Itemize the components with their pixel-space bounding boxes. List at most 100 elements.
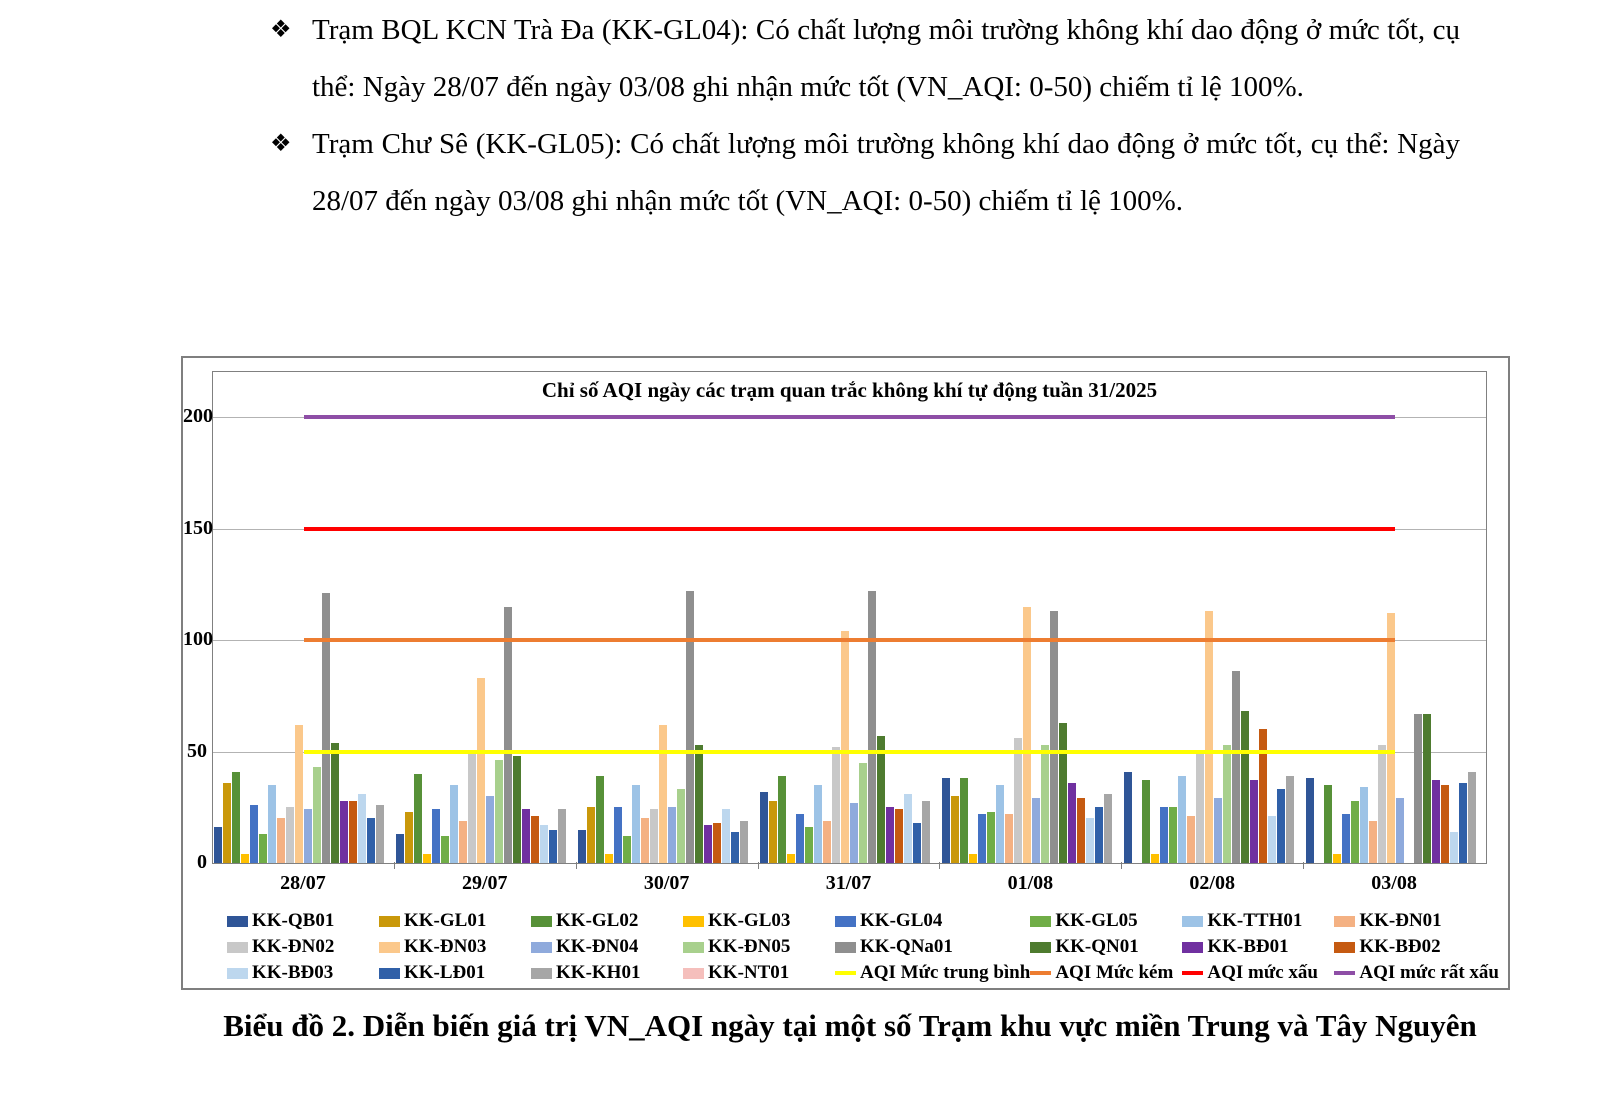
legend-swatch-icon (1030, 971, 1052, 975)
bar-KK-KH01-01/08 (1103, 794, 1112, 863)
bar-KK-ĐN04-02/08 (1213, 798, 1222, 863)
bar-KK-BĐ02-02/08 (1258, 729, 1267, 863)
bar-KK-KH01-03/08 (1467, 772, 1476, 863)
bar-KK-ĐN03-03/08 (1386, 613, 1395, 863)
legend-item-KK-GL01: KK-GL01 (379, 910, 531, 932)
bar-KK-ĐN05-30/07 (677, 789, 686, 863)
bar-KK-BĐ03-28/07 (358, 794, 367, 863)
bar-KK-BĐ01-03/08 (1431, 780, 1440, 863)
legend-label: AQI Mức trung bình (860, 962, 1031, 983)
legend-label: KK-GL03 (708, 910, 791, 931)
bar-KK-ĐN04-29/07 (486, 796, 495, 863)
body-text: ❖ Trạm BQL KCN Trà Đa (KK-GL04): Có chất… (270, 2, 1460, 230)
bar-KK-ĐN02-30/07 (650, 809, 659, 863)
bar-KK-QN01-03/08 (1422, 714, 1431, 863)
bar-KK-QNa01-30/07 (686, 591, 695, 863)
bar-KK-ĐN04-30/07 (668, 807, 677, 863)
legend-item-KK-BĐ03: KK-BĐ03 (227, 962, 379, 984)
bar-KK-BĐ02-28/07 (349, 801, 358, 863)
bar-KK-ĐN04-03/08 (1395, 798, 1404, 863)
bar-KK-LĐ01-29/07 (549, 830, 558, 863)
bar-KK-ĐN05-01/08 (1040, 745, 1049, 863)
x-axis-tick (393, 862, 395, 869)
legend-label: KK-BĐ01 (1207, 936, 1289, 957)
bar-group-31/07 (759, 372, 941, 863)
bar-KK-KH01-28/07 (376, 805, 385, 863)
x-axis-label: 29/07 (461, 872, 508, 894)
bar-KK-QNa01-29/07 (504, 607, 513, 863)
legend-item-KK-GL02: KK-GL02 (531, 910, 683, 932)
legend-item-AQI mức xấu: AQI mức xấu (1182, 962, 1334, 984)
bar-KK-GL03-30/07 (605, 854, 614, 863)
bar-KK-ĐN05-29/07 (495, 760, 504, 863)
legend-swatch-icon (227, 941, 248, 953)
bar-KK-QB01-01/08 (941, 778, 950, 863)
legend-swatch-icon (379, 967, 400, 979)
bar-KK-QN01-29/07 (513, 756, 522, 863)
legend-item-KK-BĐ02: KK-BĐ02 (1334, 936, 1499, 958)
bar-KK-QB01-28/07 (214, 827, 223, 863)
legend-label: KK-QB01 (252, 910, 335, 931)
legend-label: KK-ĐN05 (708, 936, 791, 957)
bar-KK-BĐ01-30/07 (704, 825, 713, 863)
bar-KK-GL03-31/07 (786, 854, 795, 863)
legend-label: KK-ĐN02 (252, 936, 335, 957)
y-axis-label: 100 (183, 628, 213, 650)
legend-item-KK-TTH01: KK-TTH01 (1182, 910, 1334, 932)
bar-KK-ĐN01-28/07 (277, 818, 286, 863)
legend-item-KK-ĐN05: KK-ĐN05 (683, 936, 835, 958)
threshold-line-200 (303, 415, 1396, 419)
bar-group-03/08 (1304, 372, 1486, 863)
bar-KK-ĐN03-28/07 (295, 725, 304, 863)
bar-KK-QB01-03/08 (1305, 778, 1314, 863)
bar-KK-BĐ03-01/08 (1085, 818, 1094, 863)
bullet-text: Trạm Chư Sê (KK-GL05): Có chất lượng môi… (312, 128, 1460, 217)
legend-swatch-icon (835, 941, 857, 953)
x-axis-tick (575, 862, 577, 869)
bar-KK-GL01-28/07 (223, 783, 232, 863)
bar-KK-LĐ01-03/08 (1458, 783, 1467, 863)
bar-KK-GL01-29/07 (405, 812, 414, 863)
legend-swatch-icon (227, 915, 248, 927)
legend-swatch-icon (379, 915, 400, 927)
legend-item-KK-GL03: KK-GL03 (683, 910, 835, 932)
bar-KK-LĐ01-01/08 (1094, 807, 1103, 863)
bar-KK-ĐN01-31/07 (822, 821, 831, 863)
x-axis-label: 03/08 (1371, 872, 1417, 894)
bar-KK-QB01-02/08 (1123, 772, 1132, 863)
diamond-bullet-icon: ❖ (270, 17, 292, 43)
bar-KK-ĐN05-31/07 (858, 763, 867, 863)
legend-swatch-icon (531, 941, 553, 953)
bar-KK-TTH01-31/07 (813, 785, 822, 863)
legend-item-KK-ĐN04: KK-ĐN04 (531, 936, 683, 958)
aqi-bar-chart: Chỉ số AQI ngày các trạm quan trắc không… (181, 356, 1510, 990)
bullet-item-kk-gl04: ❖ Trạm BQL KCN Trà Đa (KK-GL04): Có chất… (270, 2, 1460, 116)
legend-swatch-icon (531, 915, 553, 927)
legend-label: AQI Mức kém (1055, 962, 1174, 983)
bar-KK-GL04-01/08 (977, 814, 986, 863)
bar-KK-LĐ01-31/07 (912, 823, 921, 863)
legend-swatch-icon (1182, 941, 1204, 953)
bar-KK-ĐN03-02/08 (1204, 611, 1213, 863)
legend-item-KK-QB01: KK-QB01 (227, 910, 379, 932)
x-axis-label: 31/07 (825, 872, 872, 894)
x-axis-tick (1121, 862, 1123, 869)
bar-group-28/07 (213, 372, 395, 863)
bar-KK-GL02-03/08 (1323, 785, 1332, 863)
bar-KK-GL02-30/07 (596, 776, 605, 863)
bar-KK-KH01-30/07 (740, 821, 749, 863)
legend-swatch-icon (683, 967, 705, 979)
legend-label: KK-GL02 (556, 910, 639, 931)
bar-KK-QB01-30/07 (578, 830, 587, 863)
threshold-line-150 (303, 526, 1396, 531)
legend-label: KK-QNa01 (860, 936, 953, 957)
bar-KK-GL05-30/07 (623, 836, 632, 863)
legend-item-AQI mức rất xấu: AQI mức rất xấu (1334, 962, 1499, 984)
bar-KK-GL03-29/07 (423, 854, 432, 863)
legend-swatch-icon (835, 971, 857, 975)
bar-KK-BĐ03-31/07 (903, 794, 912, 863)
bar-KK-ĐN03-31/07 (840, 631, 849, 863)
legend-label: KK-TTH01 (1207, 910, 1303, 931)
bar-KK-GL02-01/08 (959, 778, 968, 863)
x-axis-label: 30/07 (643, 872, 690, 894)
